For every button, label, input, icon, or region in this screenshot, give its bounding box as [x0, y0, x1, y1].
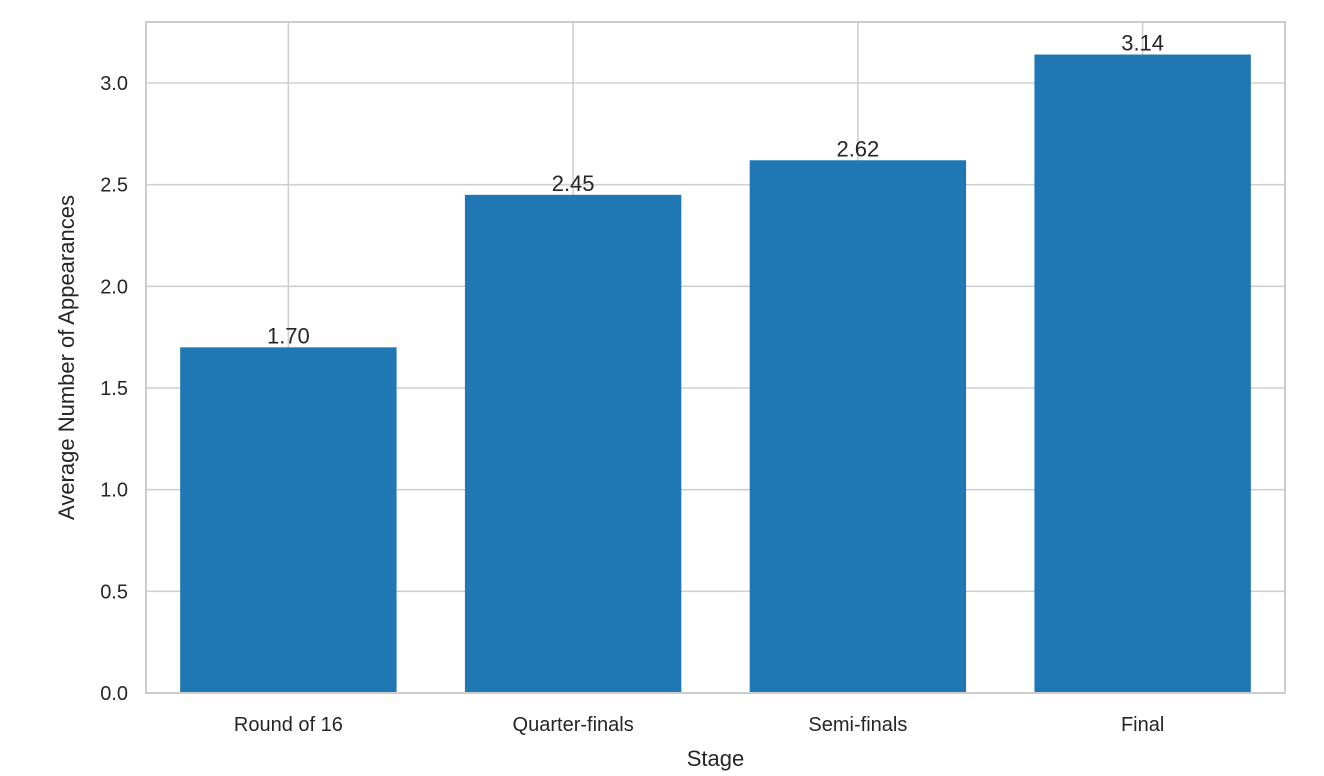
- bar: [464, 194, 682, 694]
- bar: [1034, 54, 1251, 694]
- y-tick-label: 2.5: [100, 175, 128, 197]
- x-tick-label: Round of 16: [234, 714, 343, 736]
- y-tick-label: 0.5: [100, 581, 128, 603]
- bar: [180, 347, 397, 693]
- x-tick-label: Quarter-finals: [513, 714, 634, 736]
- x-axis-ticks: Round of 16 Quarter-finals Semi-finals Fina…: [234, 714, 1164, 736]
- bar-value-label: 3.14: [1121, 31, 1164, 56]
- y-tick-label: 1.5: [100, 378, 128, 400]
- bars: [180, 54, 1251, 694]
- bar-value-label: 2.62: [836, 136, 879, 161]
- x-tick-label: Semi-finals: [808, 714, 907, 736]
- x-tick-label: Final: [1121, 714, 1164, 736]
- bar-value-label: 1.70: [267, 323, 310, 348]
- data-labels: 1.70 2.45 2.62 3.14: [267, 31, 1164, 349]
- bar-value-label: 2.45: [552, 171, 595, 196]
- y-tick-label: 2.0: [100, 276, 128, 298]
- y-tick-label: 3.0: [100, 73, 128, 95]
- plot-frame: [145, 21, 1286, 694]
- y-axis-label: Average Number of Appearances: [54, 195, 79, 520]
- bar: [749, 160, 967, 693]
- y-tick-label: 1.0: [100, 480, 128, 502]
- y-tick-label: 0.0: [100, 683, 128, 705]
- x-axis-label: Stage: [687, 746, 745, 771]
- y-axis-ticks: 0.0 0.5 1.0 1.5 2.0 2.5 3.0: [100, 73, 128, 705]
